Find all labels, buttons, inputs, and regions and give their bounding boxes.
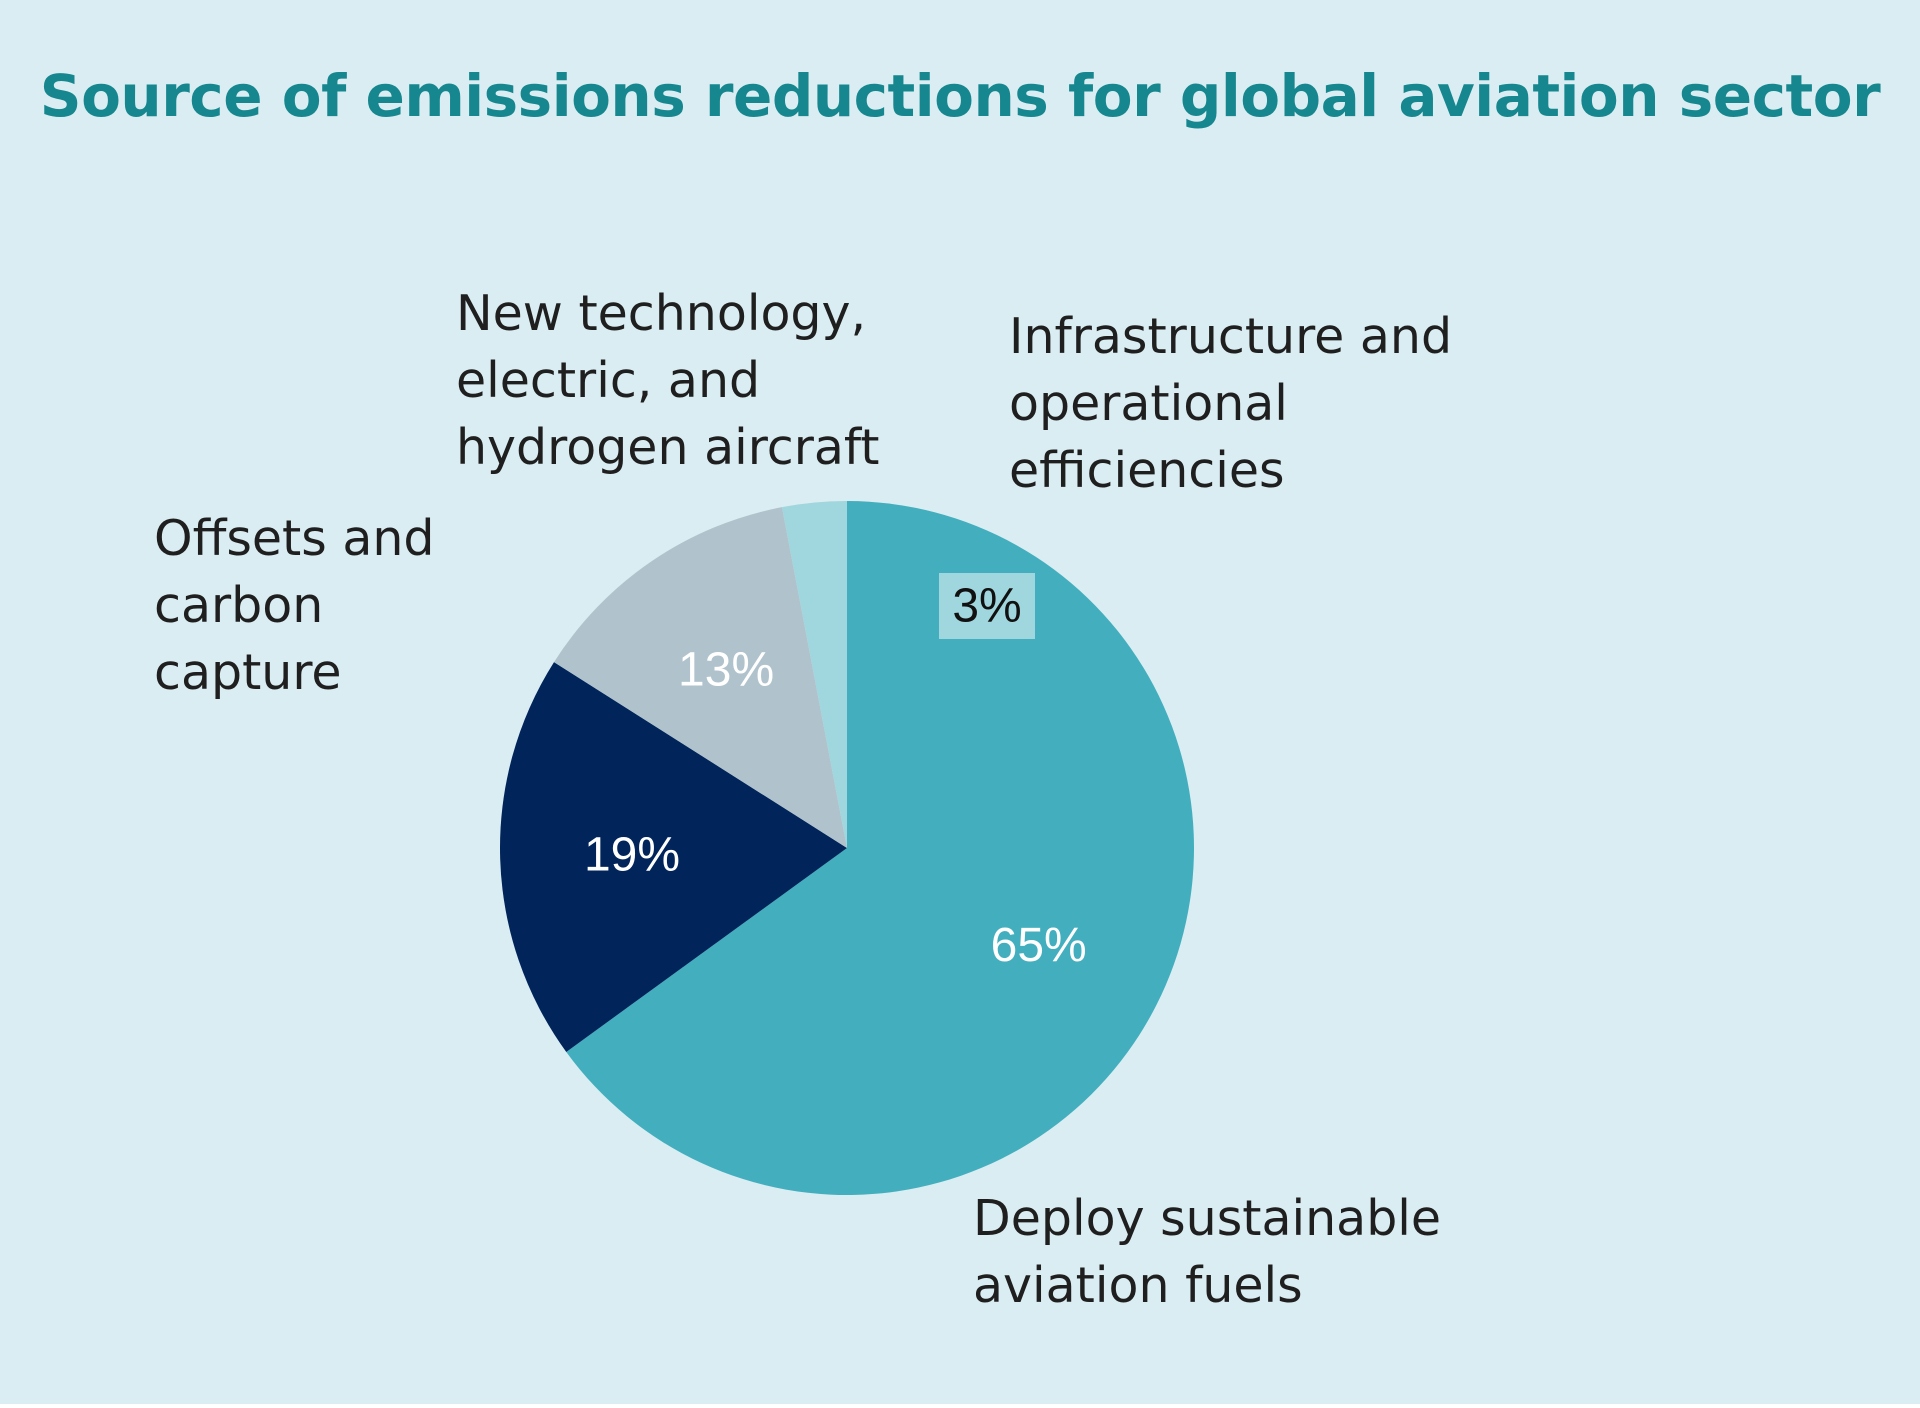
value-label-text: 3% xyxy=(952,580,1021,633)
slice-new-technology xyxy=(554,507,847,848)
value-label-text: 65% xyxy=(991,919,1087,972)
category-label-sustainable-fuels: Deploy sustainable aviation fuels xyxy=(973,1190,1442,1314)
category-label-infrastructure: Infrastructure and operational efficienc… xyxy=(1009,308,1453,499)
chart-title: Source of emissions reductions for globa… xyxy=(39,62,1881,130)
value-label-infrastructure: 3% xyxy=(939,573,1035,639)
slice-offsets xyxy=(500,662,847,1052)
category-label-new-technology: New technology, electric, and hydrogen a… xyxy=(456,285,880,476)
value-label-offsets: 19% xyxy=(584,828,680,881)
value-label-text: 13% xyxy=(678,644,774,697)
value-label-text: 19% xyxy=(584,828,680,881)
slice-sustainable-fuels xyxy=(566,501,1194,1195)
value-label-new-technology: 13% xyxy=(678,644,774,697)
value-label-sustainable-fuels: 65% xyxy=(991,919,1087,972)
value-label-box xyxy=(939,573,1035,639)
category-label-offsets: Offsets and carbon capture xyxy=(154,510,435,701)
slice-infrastructure xyxy=(781,501,847,848)
